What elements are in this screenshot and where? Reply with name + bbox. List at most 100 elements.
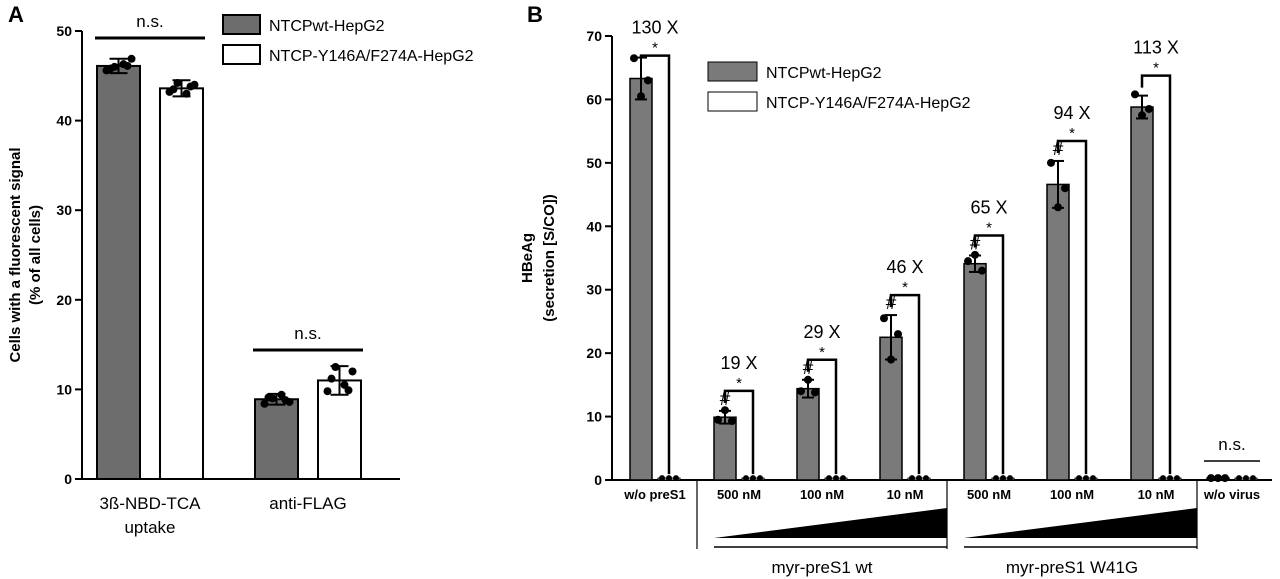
significance-star: *: [1069, 125, 1075, 142]
x-tick-label: 500 nM: [717, 487, 761, 502]
data-point: [797, 387, 805, 396]
data-point: [887, 355, 895, 364]
data-point: [637, 92, 645, 101]
significance-bracket: [889, 293, 921, 475]
data-point: [721, 406, 729, 415]
y-axis-label-line2: (% of all cells): [27, 205, 44, 305]
data-point: [323, 387, 332, 396]
data-point: [344, 386, 353, 395]
significance-star: *: [902, 279, 908, 296]
x-tick-label: 500 nM: [967, 487, 1011, 502]
legend-swatch: [707, 61, 758, 82]
hash-mark: #: [1053, 139, 1064, 160]
data-point: [281, 396, 290, 405]
bar: [96, 64, 141, 480]
data-point: [993, 475, 999, 482]
x-tick-label: 3ß-NBD-TCA: [99, 494, 201, 513]
y-axis-label-line1: Cells with a fluorescent signal: [7, 147, 24, 362]
data-point: [909, 475, 915, 482]
hash-mark: #: [720, 389, 731, 410]
significance-bracket: [1140, 74, 1172, 475]
data-point: [1214, 474, 1222, 483]
significance-star: *: [652, 40, 658, 57]
legend-label: NTCPwt-HepG2: [766, 65, 882, 82]
hash-mark: #: [970, 233, 981, 254]
data-point: [811, 388, 819, 397]
data-point: [127, 54, 136, 63]
data-point: [630, 54, 638, 63]
data-point: [1061, 184, 1069, 193]
fold-change-label: 65 X: [970, 197, 1007, 217]
data-point: [916, 475, 922, 482]
data-point: [1076, 475, 1082, 482]
panel-b: B 0 10 20 30 40 50 60 70 HBeAg (secretion [S/CO]) w…: [519, 2, 1272, 577]
legend-label: NTCPwt-HepG2: [269, 18, 385, 35]
y-tick-label: 70: [586, 28, 602, 44]
data-point: [1145, 104, 1153, 113]
y-tick-label: 10: [56, 381, 72, 397]
bar: [1130, 106, 1154, 481]
x-tick-label: w/o virus: [1203, 487, 1260, 502]
data-point: [260, 399, 269, 408]
legend-swatch: [222, 14, 261, 35]
legend-swatch: [707, 91, 758, 112]
fold-change-label: 130 X: [631, 18, 678, 38]
y-axis-label-line2: (secretion [S/CO]): [541, 194, 558, 322]
bar: [796, 387, 820, 481]
x-tick-label: 10 nM: [1138, 487, 1175, 502]
data-point: [971, 250, 979, 259]
data-point: [327, 374, 336, 383]
data-point: [173, 78, 182, 87]
data-point: [826, 475, 832, 482]
data-point: [880, 314, 888, 323]
y-tick-label: 10: [586, 409, 602, 425]
y-tick-label: 40: [56, 113, 72, 129]
data-point: [1047, 158, 1055, 167]
data-point: [714, 415, 722, 424]
data-point: [1138, 111, 1146, 120]
data-point: [1236, 475, 1242, 482]
data-point: [833, 475, 839, 482]
significance-bracket: [973, 234, 1005, 475]
data-point: [840, 475, 846, 482]
data-point: [1207, 474, 1215, 483]
data-point: [750, 475, 756, 482]
data-point: [1131, 90, 1139, 99]
data-point: [644, 76, 652, 85]
hash-mark: #: [803, 358, 814, 379]
data-point: [964, 257, 972, 266]
data-point: [757, 475, 763, 482]
legend-label: NTCP-Y146A/F274A-HepG2: [766, 95, 971, 112]
data-point: [1250, 475, 1256, 482]
data-point: [923, 475, 929, 482]
significance-star: *: [736, 375, 742, 392]
group-label-wt: myr-preS1 wt: [771, 558, 872, 577]
data-point: [1090, 475, 1096, 482]
gradient-wedge-w41g: [964, 508, 1197, 538]
data-point: [186, 82, 195, 91]
data-point: [331, 363, 340, 371]
group-label-w41g: myr-preS1 W41G: [1006, 558, 1138, 577]
y-axis-label-line1: HBeAg: [519, 233, 536, 283]
significance-bracket: [639, 54, 671, 475]
data-point: [1000, 475, 1006, 482]
y-tick-label: 50: [586, 155, 602, 171]
y-tick-label: 60: [586, 91, 602, 107]
data-point: [106, 64, 115, 73]
data-point: [894, 330, 902, 339]
data-point: [673, 475, 679, 482]
panel-label-b: B: [527, 2, 543, 27]
data-point: [1054, 203, 1062, 212]
significance-bracket: [723, 389, 755, 475]
data-point: [1007, 475, 1013, 482]
hash-mark: #: [886, 293, 897, 314]
data-point: [728, 417, 736, 426]
data-point: [1167, 475, 1173, 482]
data-point: [804, 375, 812, 384]
fold-change-label: 46 X: [886, 257, 923, 277]
data-point: [169, 85, 178, 94]
y-tick-label: 30: [586, 282, 602, 298]
y-tick-label: 20: [56, 292, 72, 308]
data-point: [123, 61, 132, 70]
